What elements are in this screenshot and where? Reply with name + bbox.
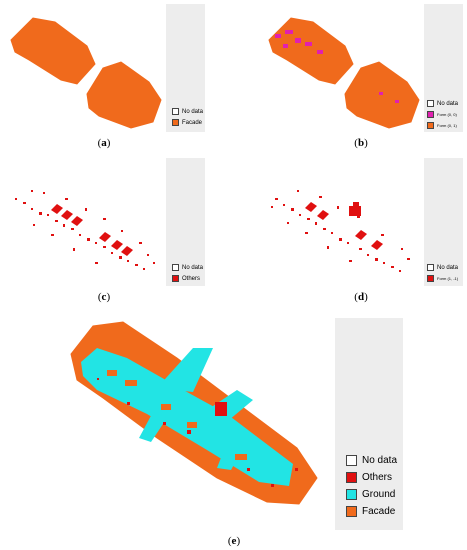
panel-a-facade-points xyxy=(10,17,162,129)
panel-a-legend: No data Facade xyxy=(172,106,203,128)
legend-item: No data xyxy=(427,262,458,273)
panel-a-image xyxy=(3,4,166,132)
panel-c-frame xyxy=(3,158,205,286)
legend-swatch xyxy=(346,472,357,483)
panel-d-caption: (d) xyxy=(354,291,368,303)
panel-a-caption: (a) xyxy=(97,137,111,149)
legend-item: Form (0, 1) xyxy=(427,120,458,131)
panel-d-form-points xyxy=(271,190,410,272)
legend-swatch xyxy=(427,122,434,129)
legend-swatch xyxy=(172,275,179,282)
panel-e-image xyxy=(67,318,335,530)
panel-b-form-00-points xyxy=(275,30,399,103)
legend-label: No data xyxy=(437,264,459,271)
legend-item: No data xyxy=(427,98,458,109)
panel-b-image xyxy=(261,4,424,132)
legend-label: No data xyxy=(182,108,204,115)
panel-a-frame xyxy=(3,4,205,132)
panel-e-legend: No data Others Ground Facade xyxy=(346,452,397,520)
legend-swatch xyxy=(172,108,179,115)
panel-c-image xyxy=(3,158,166,286)
panel-c-legend: No data Others xyxy=(172,262,203,284)
legend-item: Others xyxy=(172,273,203,284)
legend-label: No data xyxy=(182,264,204,271)
legend-swatch xyxy=(427,100,434,107)
legend-label: Form (1, -1) xyxy=(437,276,459,281)
panel-e-others-points xyxy=(97,378,298,487)
panel-b-caption: (b) xyxy=(354,137,368,149)
legend-swatch xyxy=(172,264,179,271)
legend-item: Facade xyxy=(346,503,397,520)
legend-label: Ground xyxy=(362,489,396,500)
legend-item: No data xyxy=(346,452,397,469)
legend-item: Ground xyxy=(346,486,397,503)
legend-label: Form (0, 0) xyxy=(437,112,457,117)
legend-swatch xyxy=(172,119,179,126)
panel-b-legend: No data Form (0, 0) Form (0, 1) xyxy=(427,98,458,131)
panel-c-caption: (c) xyxy=(97,291,111,303)
legend-label: No data xyxy=(437,100,459,107)
legend-item: Form (1, -1) xyxy=(427,273,458,284)
legend-item: No data xyxy=(172,262,203,273)
legend-swatch xyxy=(346,455,357,466)
panel-c-plot-area xyxy=(3,158,166,286)
legend-label: Others xyxy=(362,472,393,483)
legend-label: Facade xyxy=(362,506,396,517)
panel-c-others-points xyxy=(15,190,155,270)
legend-swatch xyxy=(346,506,357,517)
legend-item: Facade xyxy=(172,117,203,128)
legend-swatch xyxy=(346,489,357,500)
legend-swatch xyxy=(427,275,434,282)
legend-label: Facade xyxy=(182,119,203,126)
legend-label: Others xyxy=(182,275,201,282)
panel-e-facade-blocks xyxy=(107,370,247,460)
legend-label: Form (0, 1) xyxy=(437,123,457,128)
panel-b-frame xyxy=(261,4,463,132)
legend-label: No data xyxy=(362,455,398,466)
legend-item: No data xyxy=(172,106,203,117)
legend-item: Others xyxy=(346,469,397,486)
legend-item: Form (0, 0) xyxy=(427,109,458,120)
legend-swatch xyxy=(427,264,434,271)
panel-d-legend: No data Form (1, -1) xyxy=(427,262,458,284)
panel-d-image xyxy=(261,158,424,286)
panel-d-plot-area xyxy=(261,158,424,286)
panel-e-caption: (e) xyxy=(227,535,241,547)
legend-swatch xyxy=(427,111,434,118)
